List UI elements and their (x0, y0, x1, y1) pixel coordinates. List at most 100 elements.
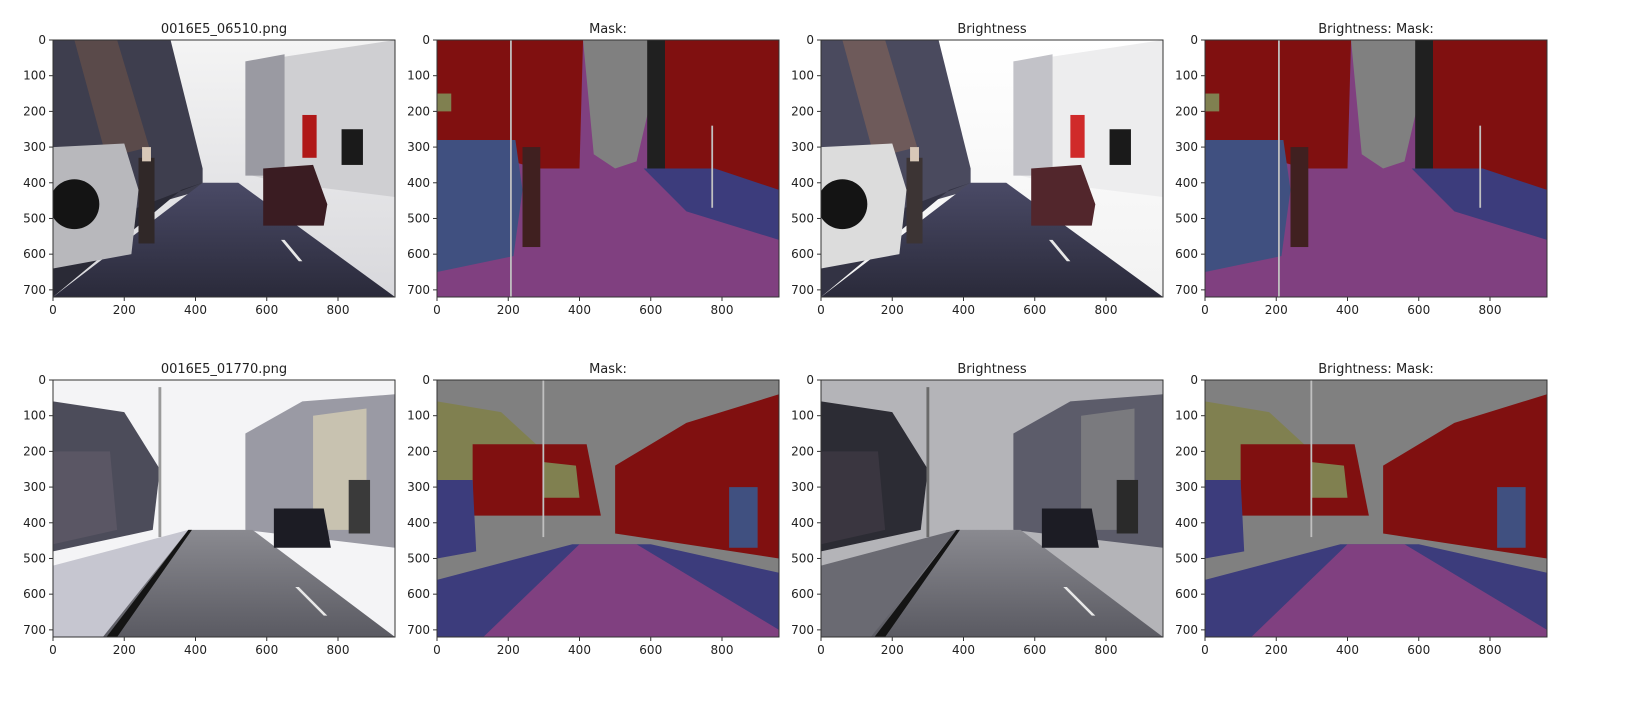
mask-building-right (665, 40, 779, 190)
y-tick-label: 100 (1175, 69, 1198, 83)
y-tick-label: 600 (791, 247, 814, 261)
y-tick-label: 100 (791, 409, 814, 423)
y-tick-label: 0 (1190, 373, 1198, 387)
y-tick-label: 0 (1190, 33, 1198, 47)
y-tick-label: 100 (1175, 409, 1198, 423)
doorway (1116, 479, 1139, 534)
y-tick-label: 0 (806, 33, 814, 47)
y-tick-label: 200 (1175, 104, 1198, 118)
subplot-r0-c2: Brightness 0 200 400 600 800 0 100 200 300 400 500 6… (791, 22, 1164, 317)
y-tick-label: 200 (791, 104, 814, 118)
street-pole (926, 387, 930, 538)
x-tick-label: 800 (327, 303, 350, 317)
left-building (53, 451, 118, 545)
right-balconies (1013, 54, 1053, 176)
y-tick-label: 500 (407, 551, 430, 565)
lane-mark (295, 587, 328, 616)
y-tick-label: 600 (1175, 247, 1198, 261)
y-tick-label: 500 (791, 211, 814, 225)
pedestrian (138, 157, 155, 244)
y-tick-label: 400 (1175, 176, 1198, 190)
x-tick-label: 400 (952, 643, 975, 657)
right-balconies (245, 54, 285, 176)
y-tick-label: 0 (38, 33, 46, 47)
subplot-title: Mask: (589, 362, 627, 377)
subplot-title: Brightness (957, 22, 1026, 37)
y-tick-label: 700 (23, 283, 46, 297)
x-tick-label: 0 (49, 643, 57, 657)
axes-frame (52, 39, 396, 298)
mask-car-right (1411, 168, 1547, 240)
y-tick-label: 500 (1175, 551, 1198, 565)
y-tick-label: 500 (791, 551, 814, 565)
y-tick-label: 300 (1175, 140, 1198, 154)
mask-pedestrian (1290, 147, 1309, 248)
mask-pole (542, 380, 545, 538)
x-tick-label: 800 (1095, 643, 1118, 657)
mask-void (1415, 40, 1433, 169)
parked-car (1041, 508, 1099, 548)
doorway (348, 479, 371, 534)
mask-pole (1278, 40, 1280, 297)
axes-frame (52, 379, 396, 638)
image-content (53, 380, 395, 637)
y-tick-label: 300 (23, 480, 46, 494)
mask-pole-right (1479, 125, 1482, 208)
spare-tire (53, 179, 100, 230)
x-tick-label: 400 (568, 643, 591, 657)
x-tick-label: 200 (113, 643, 136, 657)
subplot-r0-c1: Mask: 0 200 400 600 800 0 100 200 300 400 500 600 700 (407, 22, 780, 317)
mask-car-left (1205, 139, 1291, 273)
x-tick-label: 400 (568, 303, 591, 317)
y-tick-label: 100 (407, 69, 430, 83)
subplot-title: 0016E5_06510.png (161, 22, 287, 37)
y-tick-label: 200 (1175, 444, 1198, 458)
pedestrian-head (910, 147, 919, 162)
x-tick-label: 800 (1479, 303, 1502, 317)
lane-mark (1063, 587, 1096, 616)
curb-line (874, 529, 960, 637)
x-tick-label: 200 (497, 303, 520, 317)
x-tick-label: 600 (1407, 303, 1430, 317)
image-content (821, 40, 1163, 297)
image-content (437, 380, 779, 637)
x-tick-label: 800 (711, 643, 734, 657)
mask-building-left (437, 40, 584, 169)
y-tick-label: 700 (23, 623, 46, 637)
left-building (821, 451, 886, 545)
x-tick-label: 800 (1095, 303, 1118, 317)
mask-pole (1310, 380, 1313, 538)
y-tick-label: 500 (1175, 211, 1198, 225)
x-tick-label: 600 (1023, 643, 1046, 657)
image-content (1205, 40, 1547, 297)
y-tick-label: 700 (407, 623, 430, 637)
x-tick-label: 600 (255, 643, 278, 657)
lane-mark (1049, 239, 1071, 262)
window-dark (341, 129, 363, 165)
y-tick-label: 100 (23, 409, 46, 423)
axes-frame (820, 379, 1164, 638)
y-tick-label: 600 (407, 247, 430, 261)
y-tick-label: 300 (407, 480, 430, 494)
y-tick-label: 100 (791, 69, 814, 83)
y-tick-label: 300 (791, 140, 814, 154)
y-tick-label: 300 (791, 480, 814, 494)
y-tick-label: 0 (38, 373, 46, 387)
image-content (1205, 380, 1547, 637)
x-tick-label: 0 (1201, 303, 1209, 317)
y-tick-label: 700 (791, 623, 814, 637)
axes-frame (820, 39, 1164, 298)
mask-sign (1205, 93, 1220, 112)
image-content (821, 380, 1163, 637)
road-surface (53, 529, 395, 637)
x-tick-label: 0 (433, 643, 441, 657)
road-surface (821, 529, 1163, 637)
mask-road (1251, 544, 1547, 637)
x-tick-label: 400 (1336, 303, 1359, 317)
x-tick-label: 600 (639, 303, 662, 317)
mask-car-left (437, 139, 523, 273)
y-tick-label: 300 (407, 140, 430, 154)
x-tick-label: 200 (1265, 303, 1288, 317)
x-tick-label: 600 (1023, 303, 1046, 317)
